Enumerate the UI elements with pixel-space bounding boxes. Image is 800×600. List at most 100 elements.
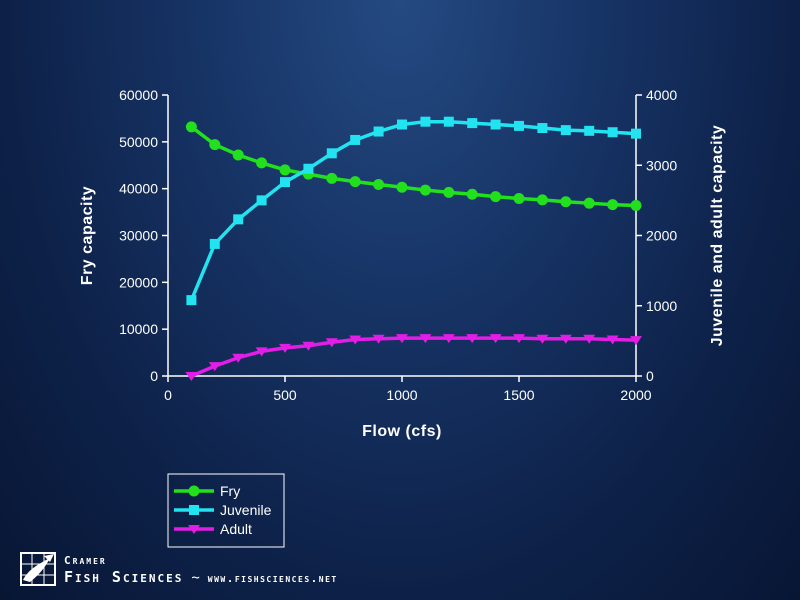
adult-point [372,334,385,344]
left-y-tick-label: 0 [150,368,158,384]
series-adult [185,334,642,381]
adult-line [190,336,637,378]
x-tick-label: 2000 [620,387,651,403]
juvenile-point [537,123,548,134]
adult-point [396,334,408,344]
adult-point [185,372,198,381]
juvenile-point [607,127,618,138]
logo-line-2: Fish Sciences ~ www.fishsciences.net [64,567,338,586]
juvenile-point [397,119,407,130]
logo-line-cramer: Cramer [64,554,107,567]
adult-point [325,338,338,348]
legend-swatch-marker [189,505,199,515]
adult-point [302,341,315,351]
legend-label: Juvenile [220,502,272,518]
legend-swatch-marker [188,485,200,497]
juvenile-point [350,134,361,145]
left-y-tick-label: 40000 [119,181,158,197]
fry-point [490,191,502,203]
juvenile-point [326,148,337,159]
legend-item-adult: Adult [174,521,252,537]
juvenile-point [560,125,571,136]
juvenile-point [280,177,290,188]
legend-item-fry: Fry [174,483,240,499]
fry-point [349,176,361,188]
fry-point [396,181,408,193]
fry-point [185,121,197,133]
juvenile-point [233,214,244,225]
adult-point [583,334,596,344]
right-y-tick-label: 3000 [646,157,677,173]
fry-point [513,193,525,205]
fry-point [209,139,221,151]
adult-point [489,334,502,344]
right-y-axis-title: Juvenile and adult capacity [709,125,726,347]
adult-point [442,334,455,344]
series-fry [185,121,642,212]
adult-point [232,353,245,363]
fry-point [419,184,431,196]
juvenile-point [443,116,454,127]
axes: 0 500 1000 1500 2000010000200003000040000500… [119,87,677,403]
left-y-tick-label: 50000 [119,134,158,150]
legend-item-juvenile: Juvenile [174,502,272,518]
juvenile-point [420,116,431,127]
x-tick-label: 0 [164,387,172,403]
left-y-tick-label: 60000 [119,87,158,103]
legend-box [167,473,285,548]
adult-point [419,334,432,344]
adult-point [513,334,525,344]
fry-point [630,200,642,212]
left-y-tick-label: 30000 [119,228,158,244]
right-y-tick-label: 4000 [646,87,677,103]
x-tick-label: 1500 [503,387,534,403]
adult-point [606,335,619,345]
x-tick-label: 500 [273,387,297,403]
juvenile-point [186,295,197,306]
logo-separator: ~ [191,570,200,586]
adult-point [630,336,642,346]
adult-point [536,334,549,344]
adult-point [208,362,221,372]
juvenile-line [189,119,637,301]
right-y-tick-label: 1000 [646,298,677,314]
series-juvenile [186,116,641,306]
adult-point [466,334,479,344]
right-y-tick-label: 2000 [646,228,677,244]
juvenile-point [467,118,478,129]
logo-company-name: Fish Sciences [64,568,184,586]
fry-point [583,197,595,209]
fry-point [232,149,244,161]
adult-point [279,343,291,353]
adult-point [559,334,572,344]
juvenile-point [373,126,384,137]
logo-website-link[interactable]: www.fishsciences.net [207,572,338,585]
left-y-axis-title: Fry capacity [79,186,96,285]
fry-point [607,199,619,211]
x-axis-title: Flow (cfs) [362,423,442,440]
legend-label: Fry [220,483,240,499]
juvenile-point [490,119,501,130]
left-y-tick-label: 20000 [119,274,158,290]
x-tick-label: 1000 [386,387,417,403]
juvenile-point [631,128,641,139]
fry-point [560,196,572,208]
left-y-tick-label: 10000 [119,321,158,337]
fry-point [256,157,268,169]
fish-logo-icon [20,552,56,586]
series-layer [185,116,642,381]
fry-point [326,172,338,184]
fry-point [373,178,385,190]
juvenile-point [256,195,267,206]
fry-point [466,188,478,200]
company-logo: Cramer Fish Sciences ~ www.fishsciences.ne… [20,552,440,588]
juvenile-point [303,163,314,174]
fry-point [536,194,548,206]
juvenile-point [514,120,524,131]
juvenile-point [584,125,595,136]
legend-label: Adult [220,521,252,537]
right-y-tick-label: 0 [646,368,654,384]
adult-point [255,347,268,357]
fry-point [279,164,291,176]
